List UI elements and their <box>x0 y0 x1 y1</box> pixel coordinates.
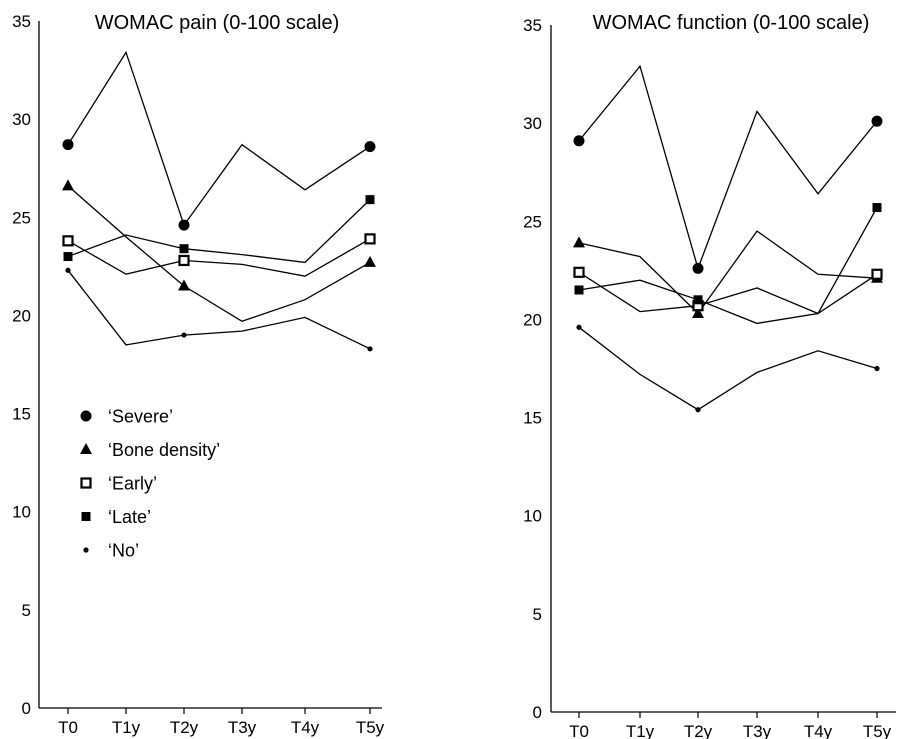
y-tick-label: 0 <box>22 699 31 718</box>
data-point <box>364 141 376 153</box>
y-tick-label: 10 <box>523 507 542 526</box>
chart-title: WOMAC pain (0-100 scale) <box>95 12 340 34</box>
data-point <box>574 285 584 295</box>
y-tick-label: 35 <box>523 16 542 35</box>
data-point <box>871 115 883 127</box>
legend-label: ‘Late’ <box>108 507 151 527</box>
y-tick-label: 5 <box>533 605 542 624</box>
y-tick-label: 20 <box>523 310 542 329</box>
series-line <box>67 269 371 350</box>
data-point <box>178 254 190 267</box>
y-tick-label: 5 <box>22 601 31 620</box>
y-tick-label: 35 <box>12 12 31 31</box>
y-tick-label: 25 <box>12 208 31 227</box>
panel-womac-pain: 0 5 10 15 20 25 30 35 T0 T1y T2y T3y T4y T5y WOMAC pai… <box>12 12 385 737</box>
y-tick-label: 15 <box>523 409 542 428</box>
x-tick-label: T1y <box>626 722 655 739</box>
x-tick-label: T0 <box>58 718 78 737</box>
data-point <box>62 235 74 247</box>
data-point <box>573 236 585 248</box>
data-point <box>62 179 74 191</box>
x-tick-label: T3y <box>743 722 772 739</box>
data-point <box>178 279 190 291</box>
panel-womac-function: 0 5 10 15 20 25 30 35 T0 T1y T2y T3y T4y T5y WOMAC fun… <box>523 12 896 739</box>
data-point <box>874 365 880 372</box>
data-point <box>63 252 73 262</box>
data-point <box>367 346 373 352</box>
series-line <box>578 326 878 411</box>
legend-marker <box>80 477 92 489</box>
x-tick-label: T0 <box>569 722 589 739</box>
legend: ‘Severe’ ‘Bone density’ ‘Early’ ‘Late’ ‘No’ <box>80 407 220 561</box>
x-tick-label: T4y <box>291 718 320 737</box>
data-point <box>573 135 585 147</box>
x-tick-label: T5y <box>863 722 892 739</box>
series-line <box>578 64 878 271</box>
legend-label: ‘Early’ <box>108 474 157 494</box>
data-point <box>62 139 74 151</box>
data-point <box>693 295 703 305</box>
x-tick-label: T2y <box>170 718 199 737</box>
data-point <box>692 307 704 319</box>
x-tick-label: T3y <box>228 718 257 737</box>
legend-label: ‘Severe’ <box>108 407 173 427</box>
series-line <box>67 238 371 277</box>
series-line <box>67 199 371 264</box>
y-tick-label: 30 <box>523 114 542 133</box>
series-line <box>578 271 878 315</box>
data-point <box>179 244 189 254</box>
data-point <box>181 332 187 338</box>
data-point <box>692 262 704 274</box>
x-tick-label: T4y <box>804 722 833 739</box>
series-line <box>67 50 371 227</box>
legend-marker <box>80 443 92 454</box>
x-tick-label: T1y <box>112 718 141 737</box>
data-point <box>695 407 701 413</box>
legend-marker <box>80 410 92 422</box>
series-line <box>578 207 878 325</box>
data-point <box>576 324 582 330</box>
y-tick-label: 15 <box>12 405 31 424</box>
legend-label: ‘No’ <box>108 541 139 561</box>
data-point <box>178 219 190 231</box>
legend-label: ‘Bone density’ <box>108 440 220 460</box>
x-tick-label: T2y <box>684 722 713 739</box>
data-point <box>365 195 375 205</box>
data-point <box>871 268 883 280</box>
data-point <box>364 233 376 245</box>
chart-title: WOMAC function (0-100 scale) <box>593 12 870 34</box>
y-tick-label: 25 <box>523 212 542 231</box>
y-tick-label: 20 <box>12 306 31 325</box>
legend-marker <box>83 547 89 553</box>
y-tick-label: 0 <box>533 703 542 722</box>
series-line <box>578 230 878 315</box>
y-tick-label: 30 <box>12 110 31 129</box>
x-tick-label: T5y <box>356 718 385 737</box>
data-point <box>573 266 585 278</box>
series-line <box>67 185 371 323</box>
data-point <box>65 267 71 273</box>
legend-marker <box>81 512 91 521</box>
y-tick-label: 10 <box>12 503 31 522</box>
data-point <box>872 203 882 213</box>
data-point <box>364 255 376 267</box>
